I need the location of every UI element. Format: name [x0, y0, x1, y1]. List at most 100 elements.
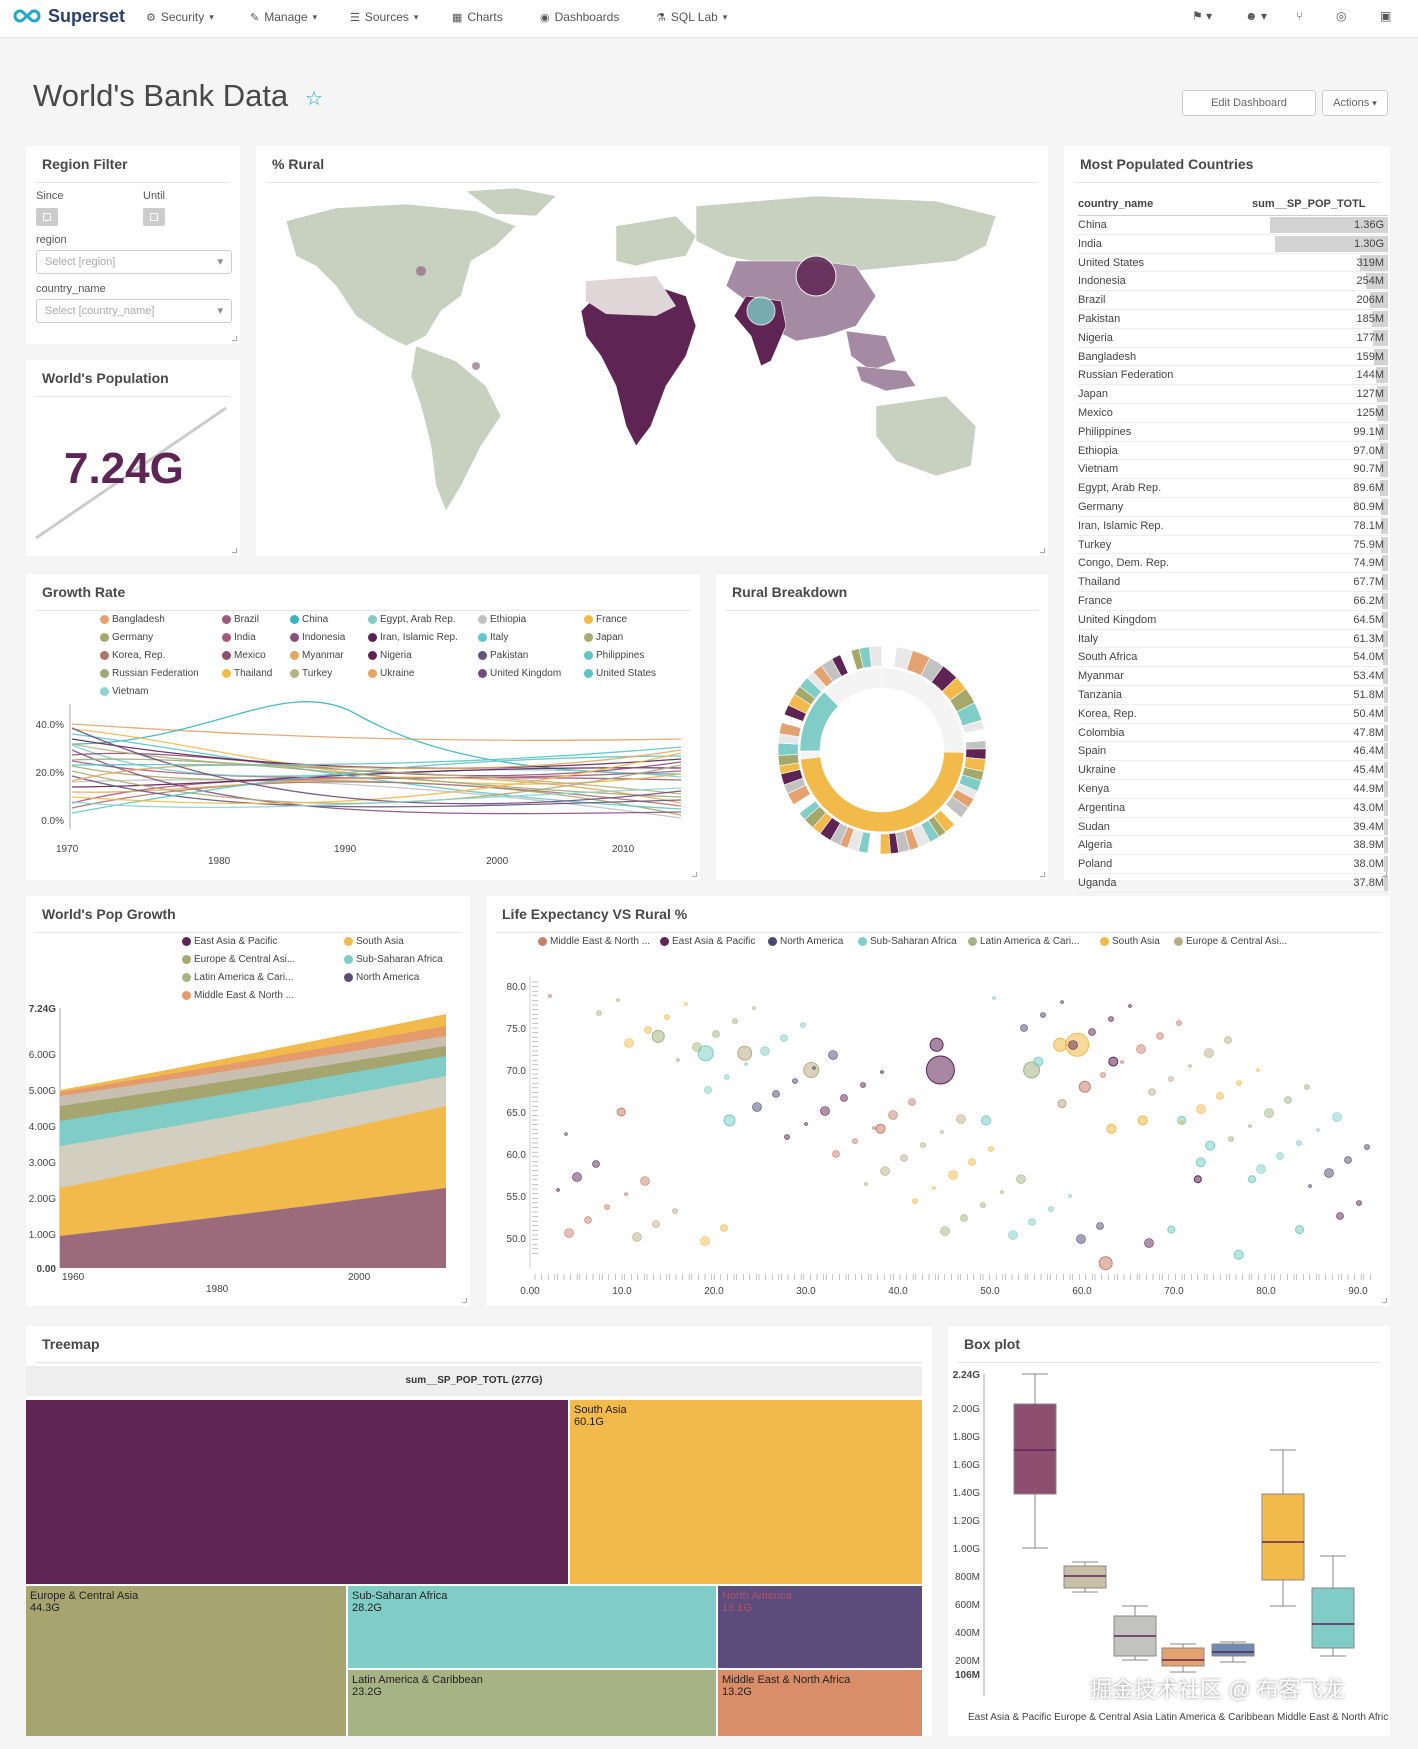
nav-charts[interactable]: ▦ Charts [452, 10, 503, 24]
book-icon[interactable]: ▣ [1380, 9, 1392, 23]
legend-item[interactable]: Korea, Rep. [100, 650, 165, 661]
map-north-africa[interactable] [586, 276, 676, 316]
legend-item[interactable]: China [290, 614, 328, 625]
resize-handle[interactable] [692, 872, 697, 877]
table-row[interactable]: Indonesia 254M [1078, 272, 1388, 292]
country-select[interactable]: Select [country_name] ▾ [36, 299, 232, 323]
user-icon[interactable]: ☻ ▾ [1245, 9, 1267, 23]
treemap-header[interactable]: sum__SP_POP_TOTL (277G) [26, 1366, 922, 1396]
resize-handle[interactable] [232, 336, 237, 341]
map-bubble-us[interactable] [416, 266, 426, 276]
nav-security[interactable]: ⚙ Security ▾ [146, 10, 214, 24]
until-date-picker[interactable] [143, 208, 165, 226]
table-row[interactable]: Spain 46.4M [1078, 742, 1388, 762]
brand-logo[interactable]: Superset [12, 4, 125, 28]
table-row[interactable]: Algeria 38.9M [1078, 836, 1388, 856]
resize-handle[interactable] [1040, 872, 1045, 877]
table-row[interactable]: Korea, Rep. 50.4M [1078, 705, 1388, 724]
table-row[interactable]: Germany 80.9M [1078, 498, 1388, 517]
legend-item[interactable]: Latin America & Cari... [182, 972, 293, 983]
legend-item[interactable]: Sub-Saharan Africa [344, 954, 443, 965]
treemap-cell-middle-east[interactable] [718, 1670, 922, 1736]
map-australia[interactable] [875, 395, 977, 477]
table-row[interactable]: China 1.36G [1078, 216, 1388, 235]
legend-item[interactable]: India [222, 632, 256, 643]
region-select[interactable]: Select [region] ▾ [36, 250, 232, 274]
legend-item[interactable]: South Asia [344, 936, 404, 947]
life-scatter-chart[interactable]: 80.0 75.0 70.0 65.0 60.0 55.0 50.0 0.00 10.0 20.0… [486, 896, 1390, 1306]
legend-item[interactable]: Myanmar [290, 650, 344, 661]
treemap-cell-africa[interactable] [348, 1586, 716, 1668]
table-row[interactable]: Uganda 37.8M [1078, 874, 1388, 893]
growth-chart[interactable]: 40.0% 20.0% 0.0% 1970 1980 1990 2000 2010 [26, 574, 700, 880]
legend-item[interactable]: North America [768, 936, 843, 947]
legend-item[interactable]: East Asia & Pacific [660, 936, 755, 947]
legend-item[interactable]: United States [584, 668, 656, 679]
legend-item[interactable]: Brazil [222, 614, 259, 625]
legend-item[interactable]: Middle East & North ... [182, 990, 294, 1001]
favorite-star-icon[interactable]: ☆ [305, 88, 323, 110]
table-row[interactable]: Thailand 67.7M [1078, 573, 1388, 592]
legend-item[interactable]: United Kingdom [478, 668, 561, 679]
legend-item[interactable]: Thailand [222, 668, 272, 679]
map-bubble-india[interactable] [746, 296, 776, 326]
legend-item[interactable]: Turkey [290, 668, 332, 679]
legend-item[interactable]: Bangladesh [100, 614, 165, 625]
legend-item[interactable]: Indonesia [290, 632, 345, 643]
table-row[interactable]: Ukraine 45.4M [1078, 761, 1388, 780]
pop-growth-chart[interactable]: 7.24G 6.00G 5.00G 4.00G 3.00G 2.00G 1.00G 0.00 1… [26, 896, 470, 1306]
legend-item[interactable]: North America [344, 972, 419, 983]
nav-sql-lab[interactable]: ⚗ SQL Lab ▾ [656, 10, 728, 24]
map-north-america[interactable] [285, 203, 517, 347]
table-row[interactable]: Russian Federation 144M [1078, 366, 1388, 386]
map-greenland[interactable] [465, 187, 557, 217]
table-row[interactable]: Pakistan 185M [1078, 310, 1388, 329]
treemap-cell-europe[interactable] [26, 1586, 346, 1736]
table-row[interactable]: Italy 61.3M [1078, 630, 1388, 649]
table-row[interactable]: Sudan 39.4M [1078, 818, 1388, 837]
legend-item[interactable]: Philippines [584, 650, 644, 661]
table-row[interactable]: France 66.2M [1078, 592, 1388, 611]
map-bubble-brazil[interactable] [472, 362, 480, 370]
treemap-cell-east-asia[interactable] [26, 1400, 568, 1584]
resize-handle[interactable] [1382, 872, 1387, 877]
map-south-america[interactable] [410, 345, 502, 512]
table-row[interactable]: Bangladesh 159M [1078, 348, 1388, 367]
language-flag-icon[interactable]: ⚑ ▾ [1192, 9, 1213, 23]
legend-item[interactable]: Pakistan [478, 650, 528, 661]
column-header-pop[interactable]: sum__SP_POP_TOTL [1252, 198, 1366, 210]
sunburst-chart[interactable] [716, 614, 1048, 876]
treemap-cell-latin-america[interactable] [348, 1670, 716, 1736]
legend-item[interactable]: Iran, Islamic Rep. [368, 632, 458, 643]
table-row[interactable]: Philippines 99.1M [1078, 423, 1388, 442]
world-map[interactable] [256, 186, 1048, 552]
table-row[interactable]: Ethiopia 97.0M [1078, 442, 1388, 461]
map-europe[interactable] [615, 215, 697, 267]
table-row[interactable]: Argentina 43.0M [1078, 799, 1388, 818]
table-row[interactable]: South Africa 54.0M [1078, 648, 1388, 668]
map-southeast-asia[interactable] [845, 330, 897, 372]
table-row[interactable]: India 1.30G [1078, 235, 1388, 254]
github-icon[interactable]: ◎ [1336, 9, 1347, 23]
resize-handle[interactable] [1040, 548, 1045, 553]
map-russia[interactable] [695, 195, 997, 277]
legend-item[interactable]: Sub-Saharan Africa [858, 936, 957, 947]
table-row[interactable]: United Kingdom 64.5M [1078, 611, 1388, 630]
resize-handle[interactable] [232, 548, 237, 553]
table-row[interactable]: Tanzania 51.8M [1078, 686, 1388, 705]
legend-item[interactable]: Nigeria [368, 650, 412, 661]
map-africa[interactable] [580, 285, 697, 447]
legend-item[interactable]: Europe & Central Asi... [1174, 936, 1287, 947]
resize-handle[interactable] [1382, 1298, 1387, 1303]
legend-item[interactable]: East Asia & Pacific [182, 936, 277, 947]
legend-item[interactable]: Ethiopia [478, 614, 526, 625]
table-row[interactable]: Nigeria 177M [1078, 329, 1388, 348]
treemap-cell-south-asia[interactable] [570, 1400, 922, 1584]
legend-item[interactable]: Latin America & Cari... [968, 936, 1079, 947]
nav-dashboards[interactable]: ◉ Dashboards [540, 10, 620, 24]
legend-item[interactable]: Egypt, Arab Rep. [368, 614, 456, 625]
since-date-picker[interactable] [36, 208, 58, 226]
map-bubble-china[interactable] [795, 255, 837, 297]
table-row[interactable]: Mexico 125M [1078, 404, 1388, 423]
table-row[interactable]: Kenya 44.9M [1078, 780, 1388, 799]
